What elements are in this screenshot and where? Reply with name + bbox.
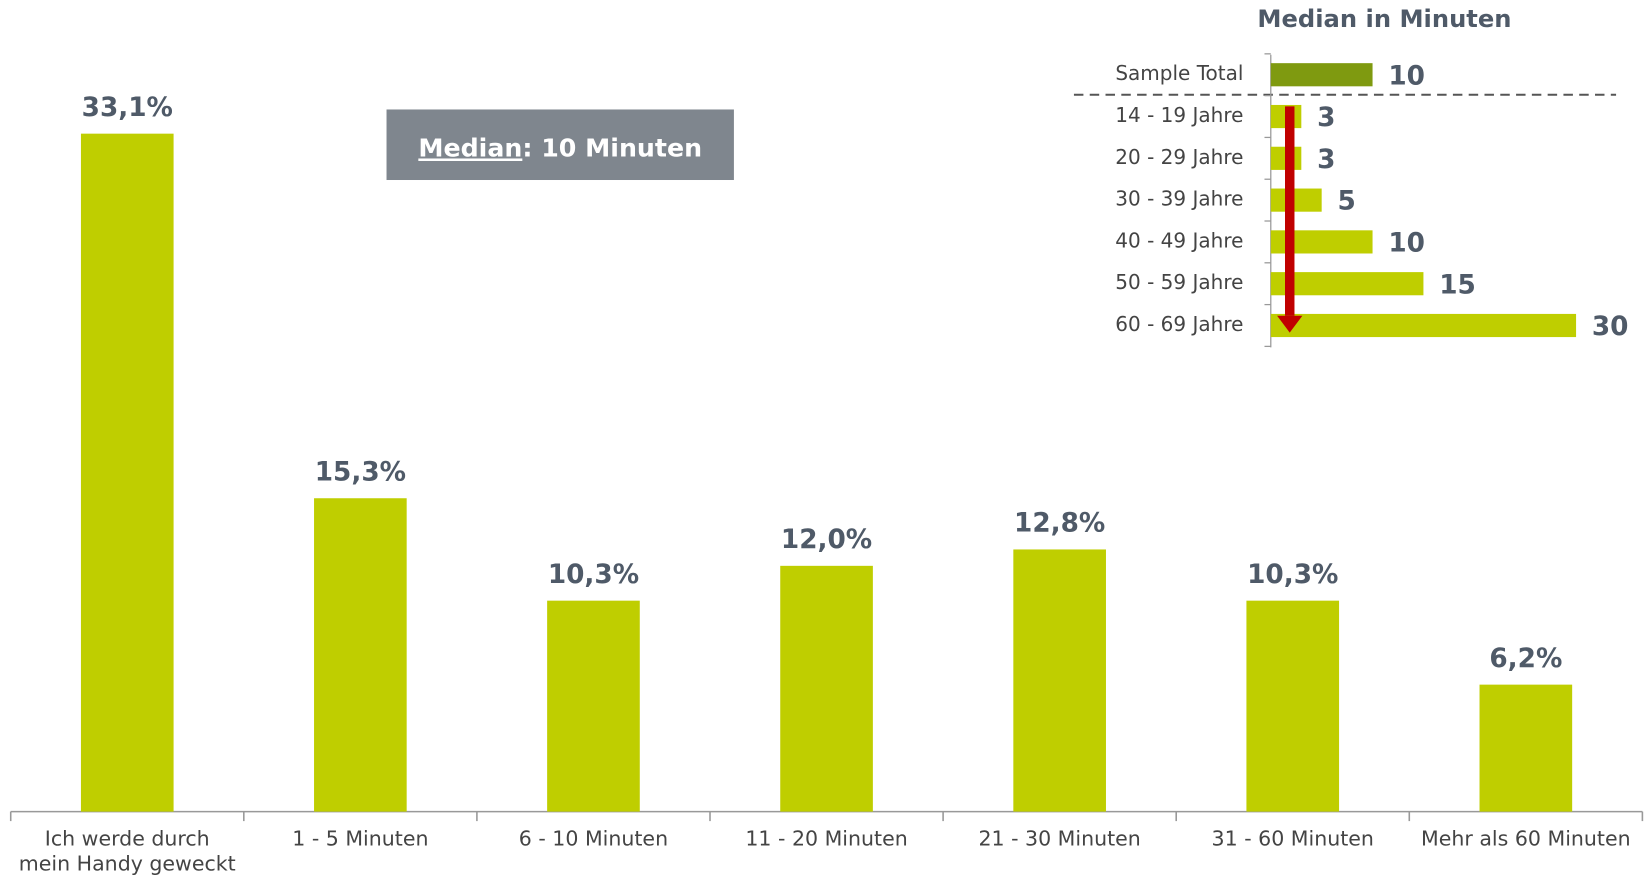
y-tick-label: 14 - 19 Jahre xyxy=(1115,103,1243,127)
value-label: 12,8% xyxy=(1014,509,1105,539)
inset-title: Median in Minuten xyxy=(1257,5,1511,33)
bar xyxy=(1270,63,1373,87)
value-label: 3 xyxy=(1317,103,1335,133)
x-tick-label: 1 - 5 Minuten xyxy=(292,826,429,851)
bar xyxy=(1270,230,1373,254)
median-text: : 10 Minuten xyxy=(522,133,702,162)
value-label: 3 xyxy=(1317,145,1335,175)
y-tick-label: 50 - 59 Jahre xyxy=(1115,270,1243,294)
value-label: 6,2% xyxy=(1489,644,1562,674)
y-tick-label: Sample Total xyxy=(1115,61,1243,85)
value-label: 5 xyxy=(1337,187,1355,217)
median-box xyxy=(386,109,734,181)
x-label-box: Mehr als 60 Minuten xyxy=(1421,826,1631,851)
bar xyxy=(1270,272,1424,296)
value-label: 10 xyxy=(1388,61,1425,91)
value-label: 30 xyxy=(1592,312,1629,342)
value-label: 12,0% xyxy=(781,525,872,555)
x-label-box: 31 - 60 Minuten xyxy=(1211,826,1374,851)
x-tick-label: Mehr als 60 Minuten xyxy=(1421,826,1631,851)
value-label: 15 xyxy=(1439,270,1476,300)
median-label: Median xyxy=(418,133,522,162)
value-label: 10 xyxy=(1388,229,1425,259)
bar xyxy=(1270,188,1322,212)
x-label-box: 21 - 30 Minuten xyxy=(978,826,1141,851)
x-label-box: Ich werde durch mein Handy geweckt xyxy=(18,826,236,877)
bar xyxy=(1246,600,1340,812)
y-tick-label: 40 - 49 Jahre xyxy=(1115,228,1243,252)
bar xyxy=(1013,549,1106,812)
x-label-box: 11 - 20 Minuten xyxy=(745,826,908,851)
bar xyxy=(1270,313,1577,338)
bar xyxy=(1479,684,1573,812)
value-label: 10,3% xyxy=(548,560,639,590)
x-tick-label: Ich werde durch mein Handy geweckt xyxy=(18,826,236,877)
x-tick-label: 6 - 10 Minuten xyxy=(518,826,669,851)
bar xyxy=(547,600,640,812)
x-tick-label: 11 - 20 Minuten xyxy=(745,826,908,851)
bar xyxy=(780,565,873,812)
value-label: 15,3% xyxy=(315,457,406,487)
y-tick-label: 20 - 29 Jahre xyxy=(1115,145,1243,169)
x-tick-label: 21 - 30 Minuten xyxy=(978,826,1141,851)
value-label: 10,3% xyxy=(1247,560,1338,590)
bar xyxy=(80,133,174,812)
trend-arrow-head xyxy=(1277,315,1303,333)
y-tick-label: 60 - 69 Jahre xyxy=(1115,312,1243,336)
x-tick-label: 31 - 60 Minuten xyxy=(1211,826,1374,851)
median-annotation: Median: 10 Minuten xyxy=(418,133,702,162)
value-label: 33,1% xyxy=(82,93,173,123)
x-label-box: 6 - 10 Minuten xyxy=(518,826,669,851)
bar xyxy=(314,498,407,812)
y-tick-label: 30 - 39 Jahre xyxy=(1115,187,1243,211)
x-label-box: 1 - 5 Minuten xyxy=(292,826,429,851)
